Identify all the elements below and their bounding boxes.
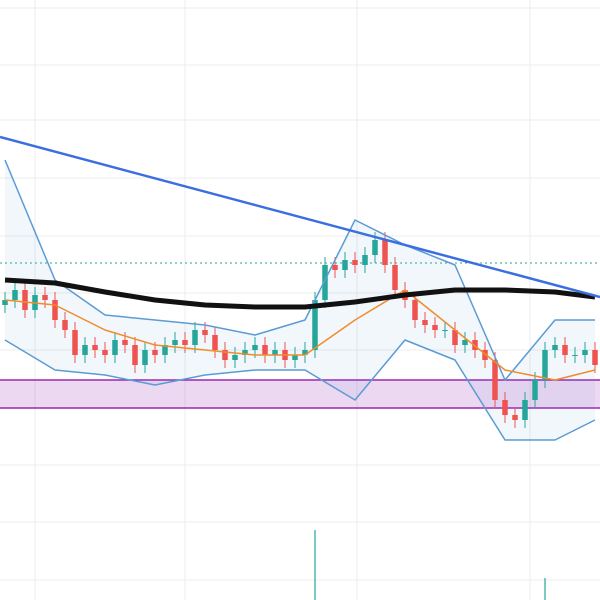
candle-body — [432, 325, 438, 330]
candle-body — [182, 340, 188, 345]
candle-body — [102, 350, 108, 355]
candle-body — [262, 345, 268, 355]
candle-body — [202, 330, 208, 335]
candle-body — [92, 345, 98, 350]
candle-body — [382, 240, 388, 265]
overlay-line — [4, 339, 596, 441]
candle-body — [152, 350, 158, 355]
volume-bar — [544, 578, 546, 600]
candle-body — [422, 320, 428, 325]
candle-body — [292, 355, 298, 360]
candle-body — [62, 320, 68, 330]
candle-body — [242, 350, 248, 355]
overlay-line — [4, 159, 595, 381]
candle-body — [522, 400, 528, 420]
zone — [0, 380, 600, 408]
candle-body — [132, 345, 138, 365]
candle-body — [372, 240, 378, 255]
candle-body — [542, 350, 548, 380]
candle-body — [552, 345, 558, 350]
candle-body — [142, 350, 148, 365]
candle-body — [2, 300, 8, 305]
candle-body — [482, 350, 488, 360]
candle-body — [502, 400, 508, 415]
candle-body — [162, 345, 168, 355]
candle-body — [52, 300, 58, 320]
candle-body — [122, 340, 128, 345]
candle-body — [472, 340, 478, 350]
candle-body — [572, 355, 578, 356]
candle-body — [172, 340, 178, 345]
candle-body — [42, 295, 48, 300]
candle-body — [342, 260, 348, 270]
candle-body — [332, 265, 338, 270]
candle-body — [252, 345, 258, 350]
candle-body — [392, 265, 398, 290]
candle-body — [272, 350, 278, 355]
candle-body — [322, 265, 328, 300]
candle-body — [592, 350, 598, 365]
candle-body — [302, 350, 308, 355]
candle-body — [442, 330, 448, 331]
candle-body — [212, 335, 218, 350]
candle-body — [492, 360, 498, 400]
overlay-line — [0, 135, 600, 299]
candle-body — [562, 345, 568, 355]
candle-body — [452, 330, 458, 345]
candle-body — [532, 380, 538, 400]
candle-body — [222, 350, 228, 360]
candle-body — [82, 345, 88, 355]
candle-body — [112, 340, 118, 355]
candle-body — [72, 330, 78, 355]
candle-body — [312, 300, 318, 350]
candle-body — [22, 290, 28, 310]
overlay-line — [4, 289, 596, 381]
candle-body — [352, 260, 358, 265]
candle-body — [192, 330, 198, 345]
volume-bar — [314, 530, 316, 600]
candle-body — [462, 340, 468, 345]
candle-body — [582, 350, 588, 355]
candle-body — [412, 300, 418, 320]
band-fill — [5, 160, 595, 440]
overlay-line — [4, 277, 596, 310]
candle-body — [512, 415, 518, 420]
candle-body — [362, 255, 368, 265]
candle-body — [12, 290, 18, 300]
candle-body — [232, 355, 238, 360]
